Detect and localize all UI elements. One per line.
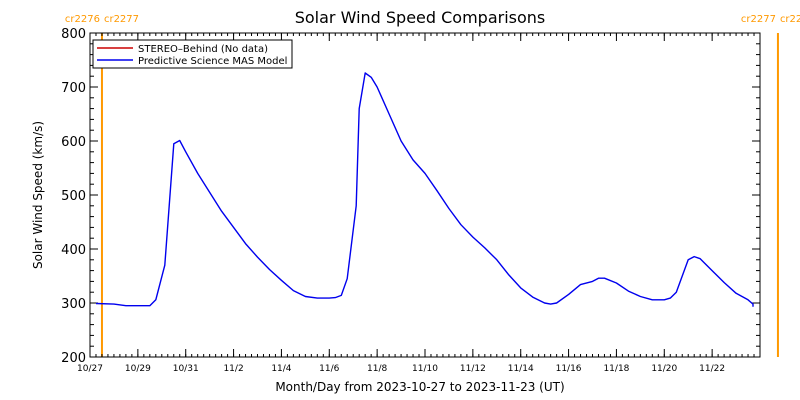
y-tick-label: 500 bbox=[61, 189, 86, 204]
y-tick-label: 300 bbox=[61, 297, 86, 312]
y-tick-label: 700 bbox=[61, 81, 86, 96]
carrington-label-right: cr2277 bbox=[104, 14, 139, 25]
legend: STEREO–Behind (No data) Predictive Scien… bbox=[92, 39, 293, 69]
carrington-label-right: cr2278 bbox=[780, 14, 800, 25]
x-tick-label: 11/10 bbox=[412, 364, 438, 374]
x-tick-label: 10/29 bbox=[125, 364, 151, 374]
x-tick-label: 11/16 bbox=[556, 364, 582, 374]
x-tick-label: 11/6 bbox=[319, 364, 339, 374]
plot-frame bbox=[89, 32, 761, 358]
x-tick-label: 11/12 bbox=[460, 364, 486, 374]
y-axis: 200 300 400 500 600 700 800 bbox=[61, 27, 760, 366]
x-tick-label: 11/2 bbox=[223, 364, 243, 374]
legend-box bbox=[92, 39, 293, 69]
y-axis-label: Solar Wind Speed (km/s) bbox=[31, 121, 45, 269]
legend-label-mas-model: Predictive Science MAS Model bbox=[138, 56, 287, 67]
y-tick-label: 800 bbox=[61, 27, 86, 42]
x-axis-label: Month/Day from 2023-10-27 to 2023-11-23 … bbox=[275, 380, 564, 394]
chart-title: Solar Wind Speed Comparisons bbox=[295, 8, 546, 27]
y-tick-label: 200 bbox=[61, 351, 86, 366]
x-tick-label: 10/31 bbox=[173, 364, 199, 374]
x-tick-label: 10/27 bbox=[77, 364, 103, 374]
series-line-mas-model bbox=[95, 72, 754, 307]
legend-label-stereo: STEREO–Behind (No data) bbox=[138, 44, 268, 55]
x-tick-label: 11/20 bbox=[651, 364, 677, 374]
x-tick-label: 11/14 bbox=[508, 364, 534, 374]
y-tick-label: 400 bbox=[61, 243, 86, 258]
x-tick-label: 11/18 bbox=[603, 364, 629, 374]
x-tick-label: 11/22 bbox=[699, 364, 725, 374]
carrington-label-left: cr2277 bbox=[741, 14, 776, 25]
carrington-label-left: cr2276 bbox=[65, 14, 100, 25]
y-tick-label: 600 bbox=[61, 135, 86, 150]
x-tick-label: 11/4 bbox=[271, 364, 291, 374]
x-tick-label: 11/8 bbox=[367, 364, 387, 374]
x-axis: 10/27 10/29 10/31 11/2 11/4 11/6 11/8 11/10 11/1… bbox=[77, 33, 761, 374]
